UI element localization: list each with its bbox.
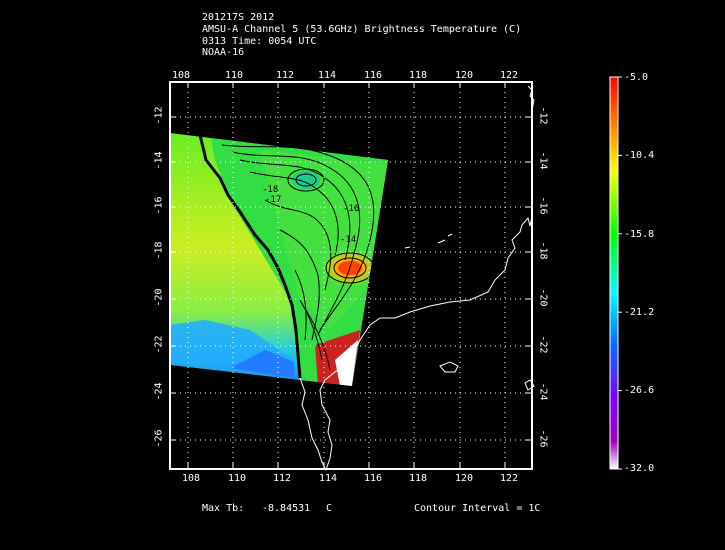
lat-label-left: -24 bbox=[153, 382, 165, 401]
contour-label: -18 bbox=[262, 185, 278, 195]
lon-label-bottom: 114 bbox=[319, 473, 338, 484]
colorbar-label: -32.0 bbox=[624, 463, 655, 474]
header-time: 0313 Time: 0054 UTC bbox=[202, 36, 317, 47]
colorbar-ticks bbox=[618, 76, 622, 470]
lon-label-bottom: 108 bbox=[182, 473, 201, 484]
contour-lines bbox=[221, 144, 375, 371]
lat-label-right: -24 bbox=[537, 382, 549, 401]
lon-label-top: 108 bbox=[172, 70, 191, 81]
map-frame bbox=[169, 81, 533, 470]
colorbar-label: -5.0 bbox=[624, 72, 649, 83]
lat-label-right: -18 bbox=[537, 241, 549, 260]
lon-label-bottom: 112 bbox=[273, 473, 292, 484]
lat-label-right: -20 bbox=[537, 288, 549, 307]
lat-label-right: -16 bbox=[537, 196, 549, 215]
lon-label-top: 120 bbox=[455, 70, 474, 81]
lat-label-left: -14 bbox=[153, 151, 165, 170]
lat-label-right: -22 bbox=[537, 335, 549, 354]
lat-label-left: -12 bbox=[153, 106, 165, 125]
lon-label-top: 122 bbox=[500, 70, 519, 81]
colorbar-label: -26.6 bbox=[624, 385, 655, 396]
lon-label-bottom: 120 bbox=[455, 473, 474, 484]
lat-label-left: -26 bbox=[153, 429, 165, 448]
lat-label-left: -20 bbox=[153, 288, 165, 307]
colorbar bbox=[609, 76, 619, 470]
lat-label-right: -26 bbox=[537, 429, 549, 448]
header-satellite: NOAA-16 bbox=[202, 47, 245, 58]
header-channel: AMSU-A Channel 5 (53.6GHz) Brightness Te… bbox=[202, 24, 522, 35]
frame-ticks bbox=[170, 82, 532, 469]
lon-label-top: 116 bbox=[364, 70, 383, 81]
lat-label-left: -16 bbox=[153, 196, 165, 215]
brightness-swath bbox=[170, 133, 388, 386]
lon-label-top: 110 bbox=[225, 70, 244, 81]
lon-label-top: 118 bbox=[409, 70, 428, 81]
max-tb-value: -8.84531 bbox=[262, 503, 311, 514]
lat-lon-grid bbox=[170, 82, 532, 469]
lat-label-right: -12 bbox=[537, 106, 549, 125]
contour-interval: Contour Interval = 1C bbox=[414, 503, 541, 514]
header-date: 201217S 2012 bbox=[202, 12, 275, 23]
lon-label-top: 112 bbox=[276, 70, 295, 81]
lat-label-left: -22 bbox=[153, 335, 165, 354]
max-tb-unit: C bbox=[326, 503, 333, 514]
lon-label-bottom: 110 bbox=[228, 473, 247, 484]
max-tb-label: Max Tb: bbox=[202, 503, 245, 514]
contour-label: -17 bbox=[265, 195, 281, 205]
contour-label: -14 bbox=[340, 235, 356, 245]
coastline bbox=[299, 85, 535, 472]
colorbar-label: -10.4 bbox=[624, 150, 655, 161]
colorbar-label: -15.8 bbox=[624, 229, 655, 240]
colorbar-label: -21.2 bbox=[624, 307, 655, 318]
lat-label-left: -18 bbox=[153, 241, 165, 260]
lon-label-bottom: 122 bbox=[500, 473, 519, 484]
lon-label-top: 114 bbox=[318, 70, 337, 81]
lon-label-bottom: 116 bbox=[364, 473, 383, 484]
contour-label: -16 bbox=[343, 204, 359, 214]
lon-label-bottom: 118 bbox=[409, 473, 428, 484]
coastline-dark bbox=[198, 134, 302, 379]
lat-label-right: -14 bbox=[537, 151, 549, 170]
